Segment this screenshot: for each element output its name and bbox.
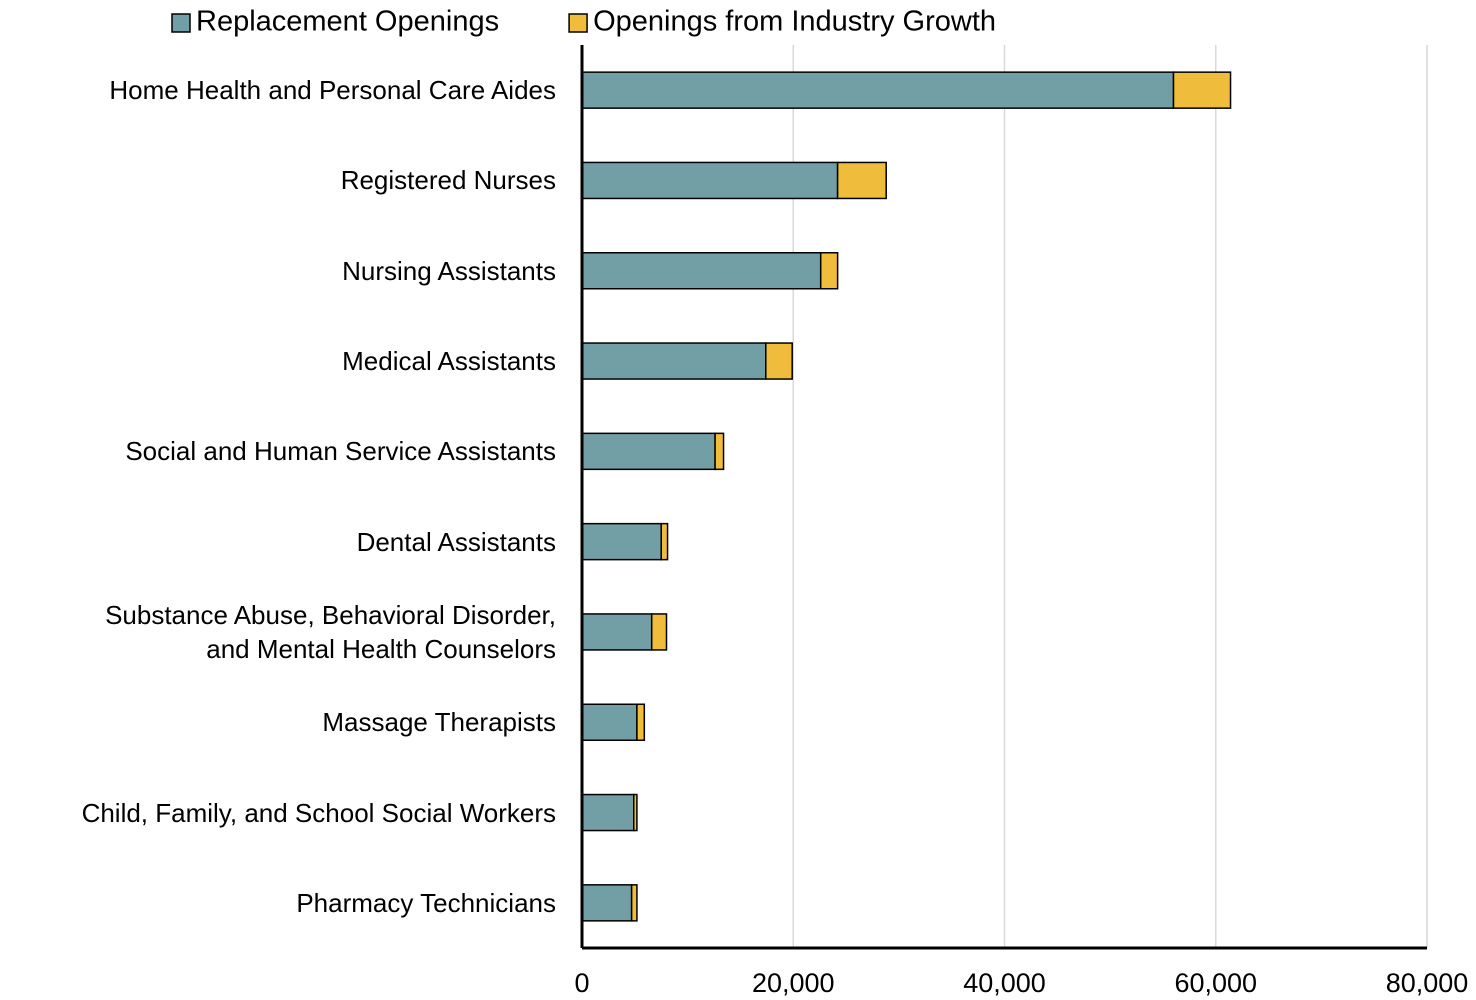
legend-label: Openings from Industry Growth: [593, 6, 996, 38]
y-tick-label: Pharmacy Technicians: [296, 887, 556, 918]
bar: [581, 522, 662, 561]
bar: [581, 613, 653, 651]
y-tick-label: Medical Assistants: [342, 346, 556, 377]
x-tick-label: 60,000: [1174, 968, 1257, 998]
y-tick-label: Registered Nurses: [340, 165, 556, 196]
x-tick-label: 20,000: [752, 968, 835, 998]
bar: [581, 252, 822, 290]
bar: [650, 613, 668, 651]
x-tick-label: 80,000: [1386, 968, 1469, 998]
bar: [1172, 71, 1232, 109]
bar: [765, 342, 793, 380]
legend-swatch: [171, 13, 191, 33]
y-tick-label: Home Health and Personal Care Aides: [109, 75, 556, 106]
bar: [581, 71, 1175, 109]
x-tick-label: 0: [574, 968, 589, 998]
y-tick-label: Child, Family, and School Social Workers: [81, 797, 556, 828]
bar: [836, 161, 887, 200]
bar: [581, 432, 716, 471]
bar: [633, 793, 638, 832]
bar: [630, 884, 638, 922]
y-tick-label: Social and Human Service Assistants: [125, 436, 556, 467]
y-tick-label: Massage Therapists: [322, 707, 556, 738]
y-tick-label: Nursing Assistants: [342, 255, 556, 286]
legend-label: Replacement Openings: [196, 6, 499, 38]
x-tick-label: 40,000: [963, 968, 1046, 998]
bar: [581, 884, 633, 922]
bar: [581, 342, 767, 380]
bar: [581, 703, 638, 741]
bar: [819, 252, 839, 290]
legend-swatch: [568, 13, 588, 33]
bar: [581, 161, 839, 200]
bar: [636, 703, 646, 741]
bar: [660, 522, 669, 561]
bar: [714, 432, 725, 471]
y-tick-label: Dental Assistants: [356, 526, 556, 557]
bar: [581, 793, 635, 832]
y-tick-label: Substance Abuse, Behavioral Disorder, an…: [105, 599, 556, 664]
